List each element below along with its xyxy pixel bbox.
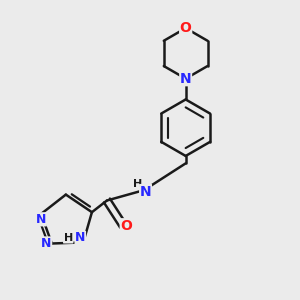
Text: N: N <box>75 232 86 244</box>
Text: O: O <box>180 21 192 35</box>
Text: N: N <box>41 237 52 250</box>
Text: N: N <box>36 213 46 226</box>
Text: H: H <box>134 179 143 189</box>
Text: O: O <box>120 219 132 233</box>
Text: N: N <box>180 72 191 86</box>
Text: N: N <box>140 184 152 199</box>
Text: H: H <box>64 233 73 243</box>
